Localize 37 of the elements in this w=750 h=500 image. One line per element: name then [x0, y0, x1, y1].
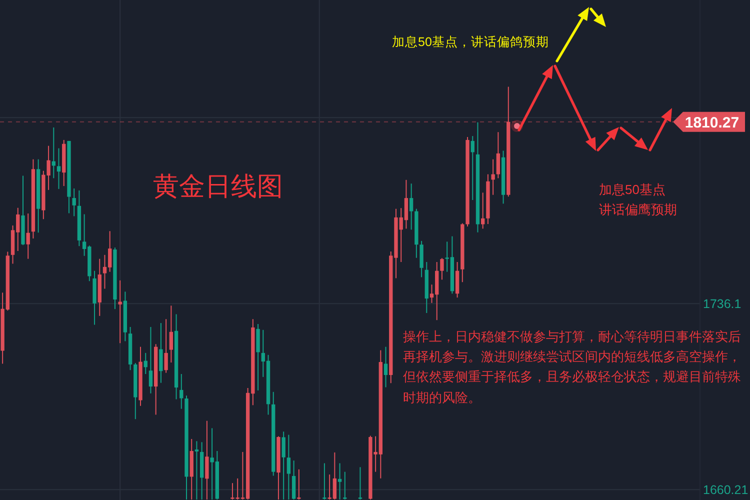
candlestick: [409, 183, 414, 230]
candlestick: [194, 440, 199, 500]
candlestick: [343, 471, 347, 500]
y-tick-label: 1736.1: [703, 297, 742, 312]
candlestick: [286, 434, 291, 500]
candlestick: [358, 466, 362, 500]
candlestick: [169, 305, 174, 363]
candlestick: [420, 240, 424, 278]
candlestick: [118, 280, 122, 344]
candlestick: [455, 262, 460, 298]
candlestick: [26, 212, 30, 260]
candlestick: [481, 192, 485, 230]
candlestick: [159, 322, 163, 384]
candlestick: [72, 188, 76, 217]
annotation: 操作上，日内稳健不做参与打算，耐心等待明日事件落实后再择机参与。激进则继续尝试区间内的短线低多高空操作，但依然要侧重于择低多，且务必极轻仓状态，规避目前特殊时期的风险。: [403, 328, 742, 407]
text: 黄金日线图: [153, 171, 283, 201]
candlestick: [297, 468, 301, 500]
annotation: 加息50基点，讲话偏鸽预期: [392, 34, 549, 49]
candlestick: [470, 136, 474, 200]
ref-line-label: 1810.27: [684, 114, 740, 132]
candlestick: [491, 158, 495, 196]
y-tick-label: 1660.21: [703, 483, 748, 498]
candlestick: [338, 462, 342, 500]
candlestick: [148, 326, 153, 394]
candlestick: [440, 258, 444, 280]
annotation: 讲话偏鹰预期: [599, 202, 677, 216]
candlestick: [56, 148, 61, 190]
candlestick: [322, 462, 326, 500]
candlestick: [256, 324, 260, 391]
candlestick: [384, 346, 388, 388]
candlestick: [205, 420, 209, 500]
candlestick: [496, 132, 500, 179]
candlestick: [282, 431, 286, 500]
annotation: 加息50基点: [599, 182, 666, 196]
candlestick: [292, 460, 296, 500]
candlestick: [164, 318, 168, 374]
candlestick: [180, 374, 184, 410]
